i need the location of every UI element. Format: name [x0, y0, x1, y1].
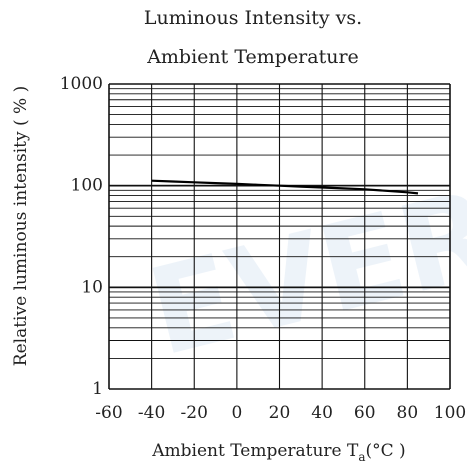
y-tick-label: 1000	[60, 74, 103, 94]
x-tick-label: 40	[311, 403, 333, 423]
x-axis-label-subscript: a	[358, 450, 365, 464]
tick-labels: -60 -40 -20 0 20 40 60 80 100 1 10 100 1000	[60, 74, 466, 423]
chart-title-line-2: Ambient Temperature	[146, 46, 359, 68]
y-axis-label: Relative luminous intensity ( % )	[11, 86, 31, 366]
x-tick-label: 80	[397, 403, 419, 423]
x-tick-label: 60	[354, 403, 376, 423]
watermark: EVER	[136, 164, 467, 383]
x-axis-label: Ambient Temperature Ta(°C )	[151, 441, 405, 464]
x-axis-label-main: Ambient Temperature T	[151, 441, 359, 461]
x-tick-label: 0	[231, 403, 242, 423]
grid	[108, 83, 451, 390]
y-tick-label: 10	[81, 277, 103, 297]
x-tick-label: -40	[138, 403, 165, 423]
y-tick-label: 1	[92, 379, 103, 399]
x-axis-label-unit: (°C )	[366, 441, 406, 461]
chart-title-line-1: Luminous Intensity vs.	[144, 7, 362, 29]
x-tick-label: -60	[95, 403, 122, 423]
x-tick-label: 20	[269, 403, 291, 423]
y-tick-label: 100	[71, 176, 103, 196]
x-tick-label: -20	[181, 403, 208, 423]
series-line	[151, 179, 419, 195]
x-tick-label: 100	[434, 403, 466, 423]
